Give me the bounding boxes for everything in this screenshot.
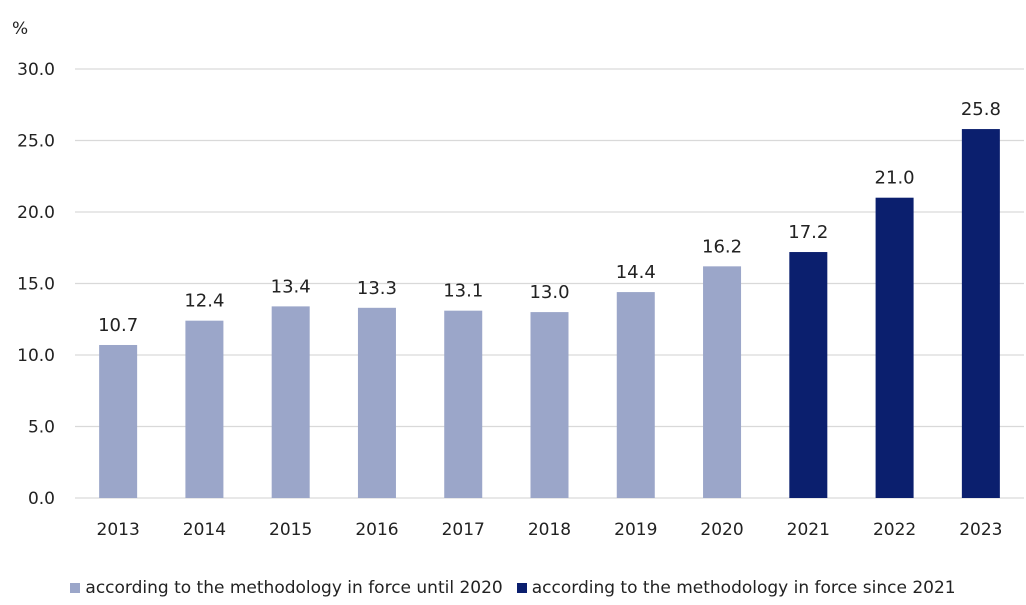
x-axis-ticks: 2013 2014 2015 2016 2017 2018 2019 2020 2021 2022… <box>97 520 1003 540</box>
legend-item-until-2020: according to the methodology in force un… <box>70 578 503 598</box>
x-tick-label-2022: 2022 <box>873 520 916 540</box>
legend-label-since-2021: according to the methodology in force si… <box>531 578 956 598</box>
y-axis-unit-label: % <box>12 19 28 39</box>
y-tick-label: 25.0 <box>17 132 55 152</box>
bar-2023 <box>961 129 1000 498</box>
data-label-2013: 10.7 <box>98 315 138 336</box>
bar-2014 <box>185 320 224 498</box>
x-tick-label-2018: 2018 <box>528 520 571 540</box>
data-label-2017: 13.1 <box>443 281 483 302</box>
bar-2022 <box>875 197 914 498</box>
bar-2021 <box>789 252 828 498</box>
y-tick-label: 15.0 <box>17 275 55 295</box>
data-label-2015: 13.4 <box>271 276 311 297</box>
x-tick-label-2020: 2020 <box>700 520 743 540</box>
data-label-2018: 13.0 <box>529 282 569 303</box>
x-tick-label-2016: 2016 <box>355 520 398 540</box>
bar-2015 <box>271 306 310 498</box>
y-tick-label: 20.0 <box>17 203 55 223</box>
data-label-2022: 21.0 <box>875 168 915 189</box>
legend-swatch-since-2021 <box>516 583 527 593</box>
bar-2019 <box>616 292 655 498</box>
y-axis-ticks: 0.0 5.0 10.0 15.0 20.0 25.0 30.0 <box>17 60 55 509</box>
bar-2017 <box>444 310 483 498</box>
bar-2020 <box>703 266 742 498</box>
y-tick-label: 10.0 <box>17 346 55 366</box>
data-label-2021: 17.2 <box>788 222 828 243</box>
data-label-2014: 12.4 <box>184 291 224 312</box>
legend: according to the methodology in force un… <box>0 578 1026 598</box>
y-tick-label: 30.0 <box>17 60 55 80</box>
data-label-2020: 16.2 <box>702 236 742 257</box>
y-tick-label: 5.0 <box>28 418 55 438</box>
x-tick-label-2013: 2013 <box>97 520 140 540</box>
data-label-2016: 13.3 <box>357 278 397 299</box>
bar-2018 <box>530 312 569 498</box>
x-tick-label-2021: 2021 <box>787 520 830 540</box>
x-tick-label-2015: 2015 <box>269 520 312 540</box>
data-label-2023: 25.8 <box>961 99 1001 120</box>
bar-2013 <box>99 344 138 498</box>
y-tick-label: 0.0 <box>28 489 55 509</box>
x-tick-label-2017: 2017 <box>442 520 485 540</box>
x-tick-label-2019: 2019 <box>614 520 657 540</box>
data-label-2019: 14.4 <box>616 262 656 283</box>
x-tick-label-2023: 2023 <box>959 520 1002 540</box>
bars <box>99 129 1000 498</box>
x-tick-label-2014: 2014 <box>183 520 226 540</box>
legend-swatch-until-2020 <box>70 583 81 593</box>
bar-chart: % 0.0 5.0 10.0 15.0 20.0 25.0 30.0 10.7 12.4 13.… <box>12 19 1024 540</box>
legend-item-since-2021: according to the methodology in force si… <box>516 578 956 598</box>
data-labels: 10.7 12.4 13.4 13.3 13.1 13.0 14.4 16.2 17.2 21.0… <box>98 99 1001 336</box>
legend-label-until-2020: according to the methodology in force un… <box>85 578 503 598</box>
bar-2016 <box>357 307 396 498</box>
